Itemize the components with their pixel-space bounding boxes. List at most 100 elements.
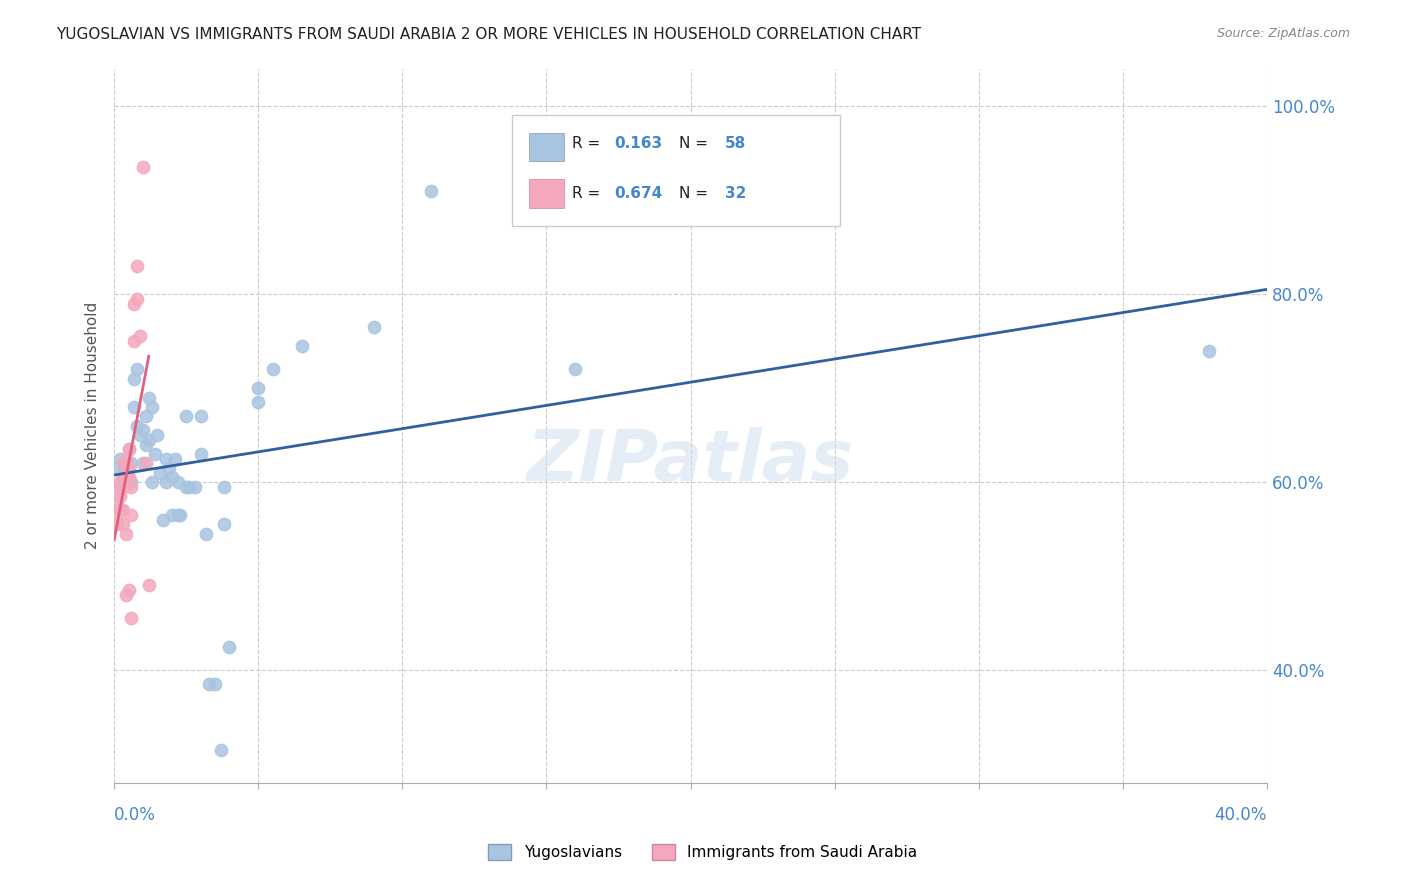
Point: [117, 442, 139, 457]
Point: [149, 466, 172, 480]
Text: N =: N =: [679, 186, 713, 201]
Point: [135, 409, 157, 424]
Point: [117, 583, 139, 598]
Point: [121, 611, 143, 625]
Point: [141, 475, 163, 489]
Point: [190, 447, 212, 461]
Point: [1198, 343, 1220, 358]
FancyBboxPatch shape: [529, 179, 564, 208]
Point: [121, 508, 143, 522]
Point: [111, 456, 134, 470]
Point: [160, 508, 183, 522]
Point: [166, 475, 188, 489]
Point: [132, 424, 155, 438]
Point: [129, 428, 152, 442]
Text: 58: 58: [725, 136, 747, 151]
Point: [135, 456, 157, 470]
Point: [209, 743, 232, 757]
Point: [152, 513, 174, 527]
Point: [363, 320, 385, 334]
Point: [195, 526, 218, 541]
Point: [157, 461, 180, 475]
Point: [169, 508, 191, 522]
Point: [108, 503, 131, 517]
Point: [174, 409, 197, 424]
Point: [111, 470, 134, 484]
Point: [124, 400, 146, 414]
Point: [105, 494, 128, 508]
Point: [124, 372, 146, 386]
Point: [124, 296, 146, 310]
Point: [420, 184, 443, 198]
Text: ZIPatlas: ZIPatlas: [527, 427, 855, 496]
Point: [218, 640, 240, 654]
Point: [166, 508, 188, 522]
Text: Source: ZipAtlas.com: Source: ZipAtlas.com: [1216, 27, 1350, 40]
Point: [114, 456, 136, 470]
Point: [174, 480, 197, 494]
Point: [114, 451, 136, 466]
Text: 40.0%: 40.0%: [1215, 806, 1267, 824]
Point: [212, 517, 235, 532]
Point: [129, 329, 152, 343]
Point: [290, 339, 312, 353]
Point: [155, 475, 177, 489]
Point: [204, 677, 226, 691]
Point: [127, 362, 149, 376]
Text: 0.163: 0.163: [614, 136, 662, 151]
Point: [111, 503, 134, 517]
Point: [132, 456, 155, 470]
Point: [111, 466, 134, 480]
Point: [138, 391, 160, 405]
Point: [111, 480, 134, 494]
FancyBboxPatch shape: [529, 133, 564, 161]
Point: [160, 470, 183, 484]
Point: [212, 480, 235, 494]
Point: [121, 475, 143, 489]
FancyBboxPatch shape: [512, 115, 841, 226]
Point: [114, 475, 136, 489]
Point: [117, 461, 139, 475]
Point: [108, 475, 131, 489]
Point: [179, 480, 201, 494]
Text: N =: N =: [679, 136, 713, 151]
Point: [141, 400, 163, 414]
Point: [138, 433, 160, 447]
Point: [262, 362, 284, 376]
Point: [108, 451, 131, 466]
Point: [143, 447, 166, 461]
Text: 0.0%: 0.0%: [114, 806, 156, 824]
Text: 0.674: 0.674: [614, 186, 662, 201]
Point: [111, 517, 134, 532]
Point: [114, 466, 136, 480]
Text: R =: R =: [572, 136, 605, 151]
Point: [138, 578, 160, 592]
Point: [121, 456, 143, 470]
Point: [190, 409, 212, 424]
Point: [247, 395, 270, 409]
Point: [184, 480, 207, 494]
Point: [121, 480, 143, 494]
Point: [146, 428, 169, 442]
Point: [114, 588, 136, 602]
Point: [114, 475, 136, 489]
Point: [108, 480, 131, 494]
Point: [124, 334, 146, 348]
Point: [108, 489, 131, 503]
Point: [117, 461, 139, 475]
Point: [132, 160, 155, 174]
Point: [155, 451, 177, 466]
Point: [117, 442, 139, 457]
Legend: Yugoslavians, Immigrants from Saudi Arabia: Yugoslavians, Immigrants from Saudi Arab…: [482, 838, 924, 866]
Y-axis label: 2 or more Vehicles in Household: 2 or more Vehicles in Household: [86, 302, 100, 549]
Point: [127, 259, 149, 273]
Point: [564, 362, 586, 376]
Point: [105, 461, 128, 475]
Point: [247, 381, 270, 395]
Point: [127, 418, 149, 433]
Point: [111, 470, 134, 484]
Text: 32: 32: [725, 186, 747, 201]
Point: [105, 517, 128, 532]
Point: [127, 292, 149, 306]
Point: [117, 470, 139, 484]
